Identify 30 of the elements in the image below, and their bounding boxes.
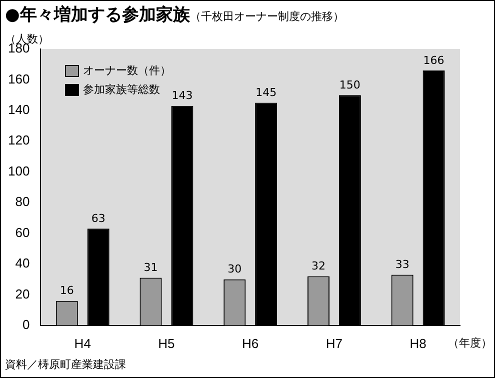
y-tick-label: 120 xyxy=(8,132,30,148)
y-tick-label: 20 xyxy=(15,286,30,302)
legend-label: 参加家族等総数 xyxy=(83,82,160,97)
x-tick-label: H5 xyxy=(158,336,175,351)
y-tick-label: 140 xyxy=(8,102,30,117)
legend-label: オーナー数（件） xyxy=(83,63,171,78)
y-tick-label: 100 xyxy=(8,163,30,178)
data-label: 143 xyxy=(172,89,193,102)
x-tick-label: H8 xyxy=(410,336,426,351)
data-label: 31 xyxy=(144,261,158,274)
data-label: 32 xyxy=(311,260,326,273)
data-label: 150 xyxy=(339,78,360,92)
data-label: 145 xyxy=(256,86,277,100)
y-tick-label: 80 xyxy=(15,194,30,210)
y-tick-label: 0 xyxy=(22,316,30,332)
data-label: 63 xyxy=(91,212,106,226)
x-tick-label: H7 xyxy=(326,336,343,351)
data-label: 16 xyxy=(60,284,74,298)
data-label: 33 xyxy=(395,258,410,272)
x-tick-label: H6 xyxy=(242,336,259,351)
chart-title: ●年々増加する参加家族 xyxy=(5,5,190,25)
y-tick-label: 40 xyxy=(15,256,30,271)
x-axis-title: （年度） xyxy=(448,336,492,350)
x-tick-label: H4 xyxy=(74,336,91,351)
text: 資料／梼原町産業建設課 xyxy=(5,357,126,372)
data-label: 30 xyxy=(228,262,242,276)
y-tick-label: 160 xyxy=(8,71,30,86)
y-tick-label: 60 xyxy=(15,224,30,240)
data-label: 166 xyxy=(423,54,444,67)
chart-subtitle: （千枚田オーナー制度の推移） xyxy=(190,10,344,23)
